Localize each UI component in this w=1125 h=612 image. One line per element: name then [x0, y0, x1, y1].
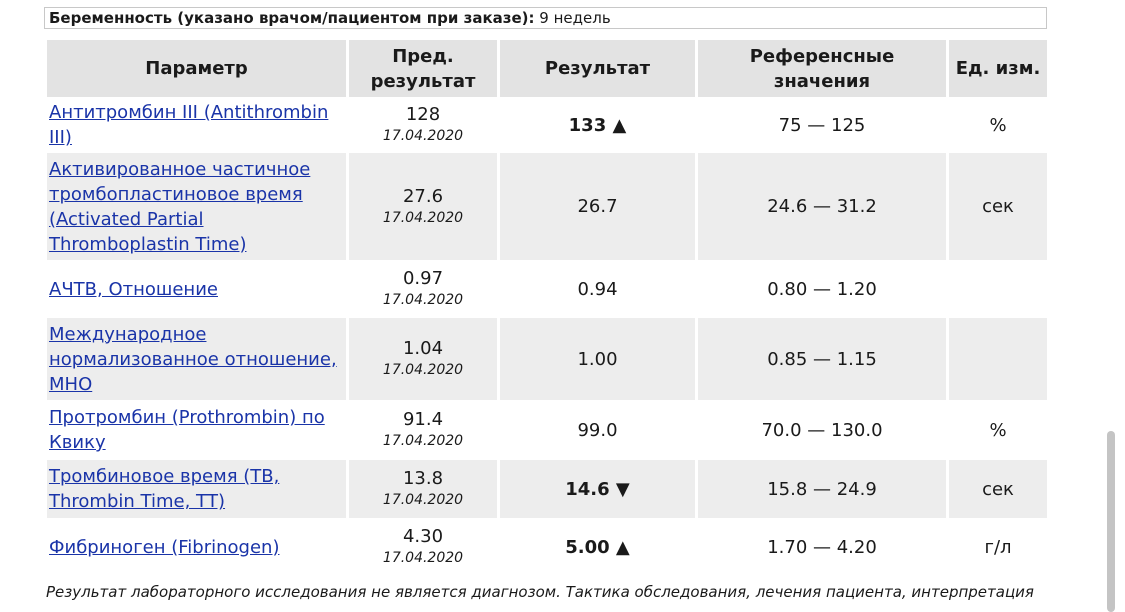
prev-cell: 13.8 17.04.2020 — [349, 460, 497, 518]
prev-date: 17.04.2020 — [382, 128, 464, 144]
param-link-thrombin-time[interactable]: Тромбиновое время (ТВ, Thrombin Time, ТТ… — [49, 466, 280, 512]
reference-cell: 0.85 — 1.15 — [698, 318, 946, 400]
prev-date: 17.04.2020 — [382, 209, 464, 226]
result-value: 133 — [568, 114, 607, 136]
param-cell: Активированное частичное тромбопластинов… — [47, 153, 346, 260]
prev-date: 17.04.2020 — [382, 492, 464, 508]
reference-cell: 0.80 — 1.20 — [767, 278, 877, 300]
prev-cell: 0.97 17.04.2020 — [349, 262, 497, 316]
pregnancy-value: 9 недель — [539, 9, 611, 27]
param-cell: Фибриноген (Fibrinogen) — [47, 520, 346, 574]
header-prev: Пред. результат — [349, 40, 497, 97]
table-row: АЧТВ, Отношение 0.97 17.04.2020 0.94 0.80… — [47, 262, 1047, 316]
header-reference: Референсные значения — [698, 40, 946, 97]
result-cell: 99.0 — [577, 419, 618, 441]
param-link-inr[interactable]: Международное нормализованное отношение,… — [49, 323, 337, 395]
table-row: Активированное частичное тромбопластинов… — [47, 153, 1047, 260]
arrow-up-icon: ▲ — [615, 536, 630, 558]
result-cell: 14.6 ▼ — [500, 460, 695, 518]
table-row: Международное нормализованное отношение,… — [47, 318, 1047, 400]
result-cell: 1.00 — [500, 318, 695, 400]
prev-value: 91.4 — [402, 409, 444, 430]
arrow-down-icon: ▼ — [615, 478, 630, 500]
result-cell: 133 ▲ — [500, 99, 695, 151]
prev-cell: 128 17.04.2020 — [349, 99, 497, 151]
param-cell: Тромбиновое время (ТВ, Thrombin Time, ТТ… — [47, 460, 346, 518]
prev-cell: 1.04 17.04.2020 — [349, 318, 497, 400]
prev-value: 0.97 — [402, 268, 444, 289]
param-cell: Антитромбин III (Antithrombin III) — [47, 99, 346, 151]
table-row: Тромбиновое время (ТВ, Thrombin Time, ТТ… — [47, 460, 1047, 518]
prev-value: 128 — [405, 104, 441, 125]
disclaimer-note: Результат лабораторного исследования не … — [46, 583, 1034, 601]
result-cell: 26.7 — [500, 153, 695, 260]
param-link-prothrombin[interactable]: Протромбин (Prothrombin) по Квику — [49, 407, 325, 453]
reference-cell: 15.8 — 24.9 — [698, 460, 946, 518]
param-link-antithrombin[interactable]: Антитромбин III (Antithrombin III) — [49, 102, 329, 148]
unit-cell: сек — [949, 460, 1047, 518]
result-cell: 0.94 — [577, 278, 618, 300]
table-row: Фибриноген (Fibrinogen) 4.30 17.04.2020 5… — [47, 520, 1047, 574]
scrollbar[interactable] — [1107, 431, 1115, 612]
param-cell: АЧТВ, Отношение — [47, 262, 346, 316]
unit-cell — [949, 262, 1047, 316]
reference-cell: 1.70 — 4.20 — [767, 536, 877, 558]
prev-value: 13.8 — [402, 468, 444, 489]
unit-cell — [949, 318, 1047, 400]
prev-cell: 27.6 17.04.2020 — [349, 153, 497, 260]
reference-cell: 70.0 — 130.0 — [761, 419, 883, 441]
unit-cell: сек — [949, 153, 1047, 260]
header-result: Результат — [500, 40, 695, 97]
param-link-aptt[interactable]: Активированное частичное тромбопластинов… — [49, 158, 311, 255]
prev-date: 17.04.2020 — [382, 362, 464, 378]
table-row: Протромбин (Prothrombin) по Квику 91.4 17… — [47, 402, 1047, 458]
param-cell: Протромбин (Prothrombin) по Квику — [47, 402, 346, 458]
table-header-row: Параметр Пред. результат Результат Рефер… — [47, 40, 1047, 97]
prev-date: 17.04.2020 — [382, 433, 464, 449]
header-param: Параметр — [47, 40, 346, 97]
prev-date: 17.04.2020 — [382, 550, 464, 566]
result-value: 14.6 — [565, 478, 610, 500]
results-table: Параметр Пред. результат Результат Рефер… — [44, 38, 1050, 576]
unit-cell: г/л — [984, 536, 1012, 558]
unit-cell: % — [989, 114, 1007, 136]
pregnancy-label: Беременность (указано врачом/пациентом п… — [49, 9, 535, 27]
result-value: 5.00 — [565, 536, 610, 558]
prev-value: 27.6 — [402, 185, 444, 207]
prev-cell: 91.4 17.04.2020 — [349, 402, 497, 458]
prev-date: 17.04.2020 — [382, 292, 464, 308]
param-cell: Международное нормализованное отношение,… — [47, 318, 346, 400]
result-cell: 5.00 ▲ — [500, 520, 695, 574]
param-link-aptt-ratio[interactable]: АЧТВ, Отношение — [49, 278, 218, 300]
prev-value: 4.30 — [402, 526, 444, 547]
reference-cell: 75 — 125 — [778, 114, 866, 136]
pregnancy-info: Беременность (указано врачом/пациентом п… — [44, 7, 1047, 29]
header-unit: Ед. изм. — [949, 40, 1047, 97]
unit-cell: % — [989, 419, 1007, 441]
prev-cell: 4.30 17.04.2020 — [349, 520, 497, 574]
prev-value: 1.04 — [402, 338, 444, 359]
reference-cell: 24.6 — 31.2 — [698, 153, 946, 260]
arrow-up-icon: ▲ — [612, 114, 627, 136]
table-row: Антитромбин III (Antithrombin III) 128 17… — [47, 99, 1047, 151]
param-link-fibrinogen[interactable]: Фибриноген (Fibrinogen) — [49, 536, 280, 558]
